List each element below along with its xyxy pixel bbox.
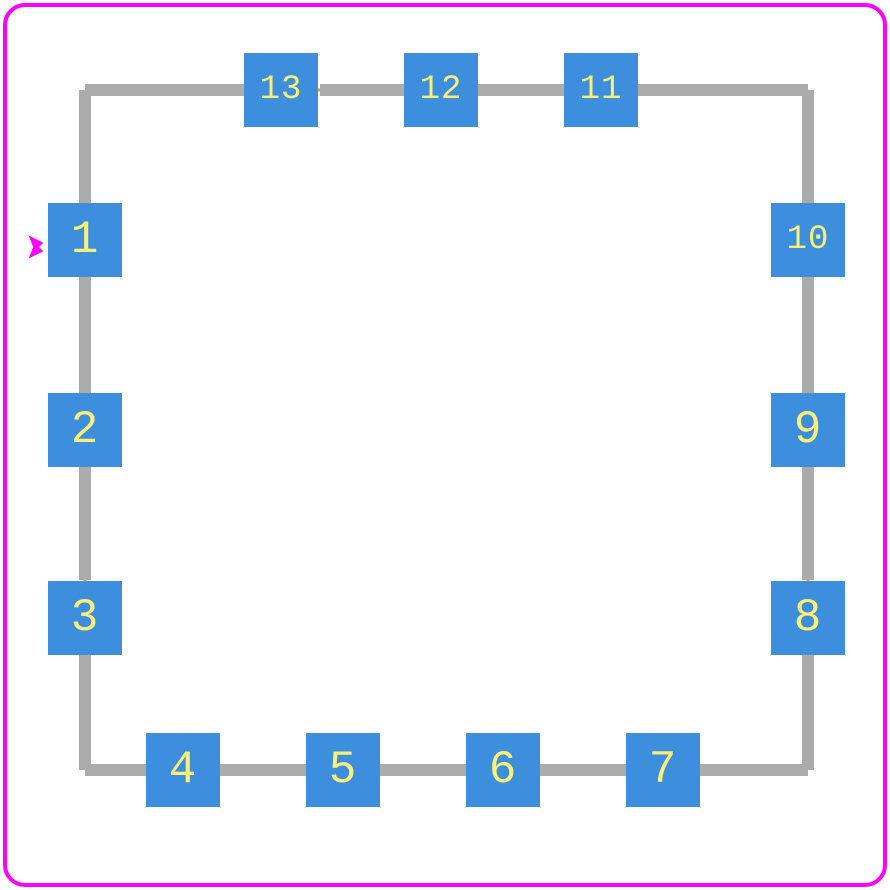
- pad-label: 3: [71, 592, 100, 644]
- pad-label: 2: [71, 404, 100, 456]
- pad-label: 13: [260, 71, 303, 109]
- pad-label: 8: [794, 592, 823, 644]
- pad-label: 7: [649, 744, 678, 796]
- pad-label: 11: [580, 71, 623, 109]
- pad-12: 12: [404, 53, 478, 127]
- pad-label: 9: [794, 404, 823, 456]
- pad-label: 4: [169, 744, 198, 796]
- pad-6: 6: [466, 733, 540, 807]
- pad-label: 6: [489, 744, 518, 796]
- pad-label: 5: [329, 744, 358, 796]
- pad-13: 13: [244, 53, 318, 127]
- pad-5: 5: [306, 733, 380, 807]
- pad-7: 7: [626, 733, 700, 807]
- pin1-marker-icon: [30, 237, 42, 257]
- pad-2: 2: [48, 393, 122, 467]
- pad-1: 1: [48, 203, 122, 277]
- footprint-diagram: 12345678910111213: [0, 0, 890, 890]
- pad-10: 10: [771, 203, 845, 277]
- pad-label: 10: [787, 221, 830, 259]
- pad-8: 8: [771, 581, 845, 655]
- pad-label: 1: [71, 214, 100, 266]
- pad-9: 9: [771, 393, 845, 467]
- pad-4: 4: [146, 733, 220, 807]
- pad-3: 3: [48, 581, 122, 655]
- pad-label: 12: [420, 71, 463, 109]
- package-outline: [5, 5, 885, 885]
- pad-11: 11: [564, 53, 638, 127]
